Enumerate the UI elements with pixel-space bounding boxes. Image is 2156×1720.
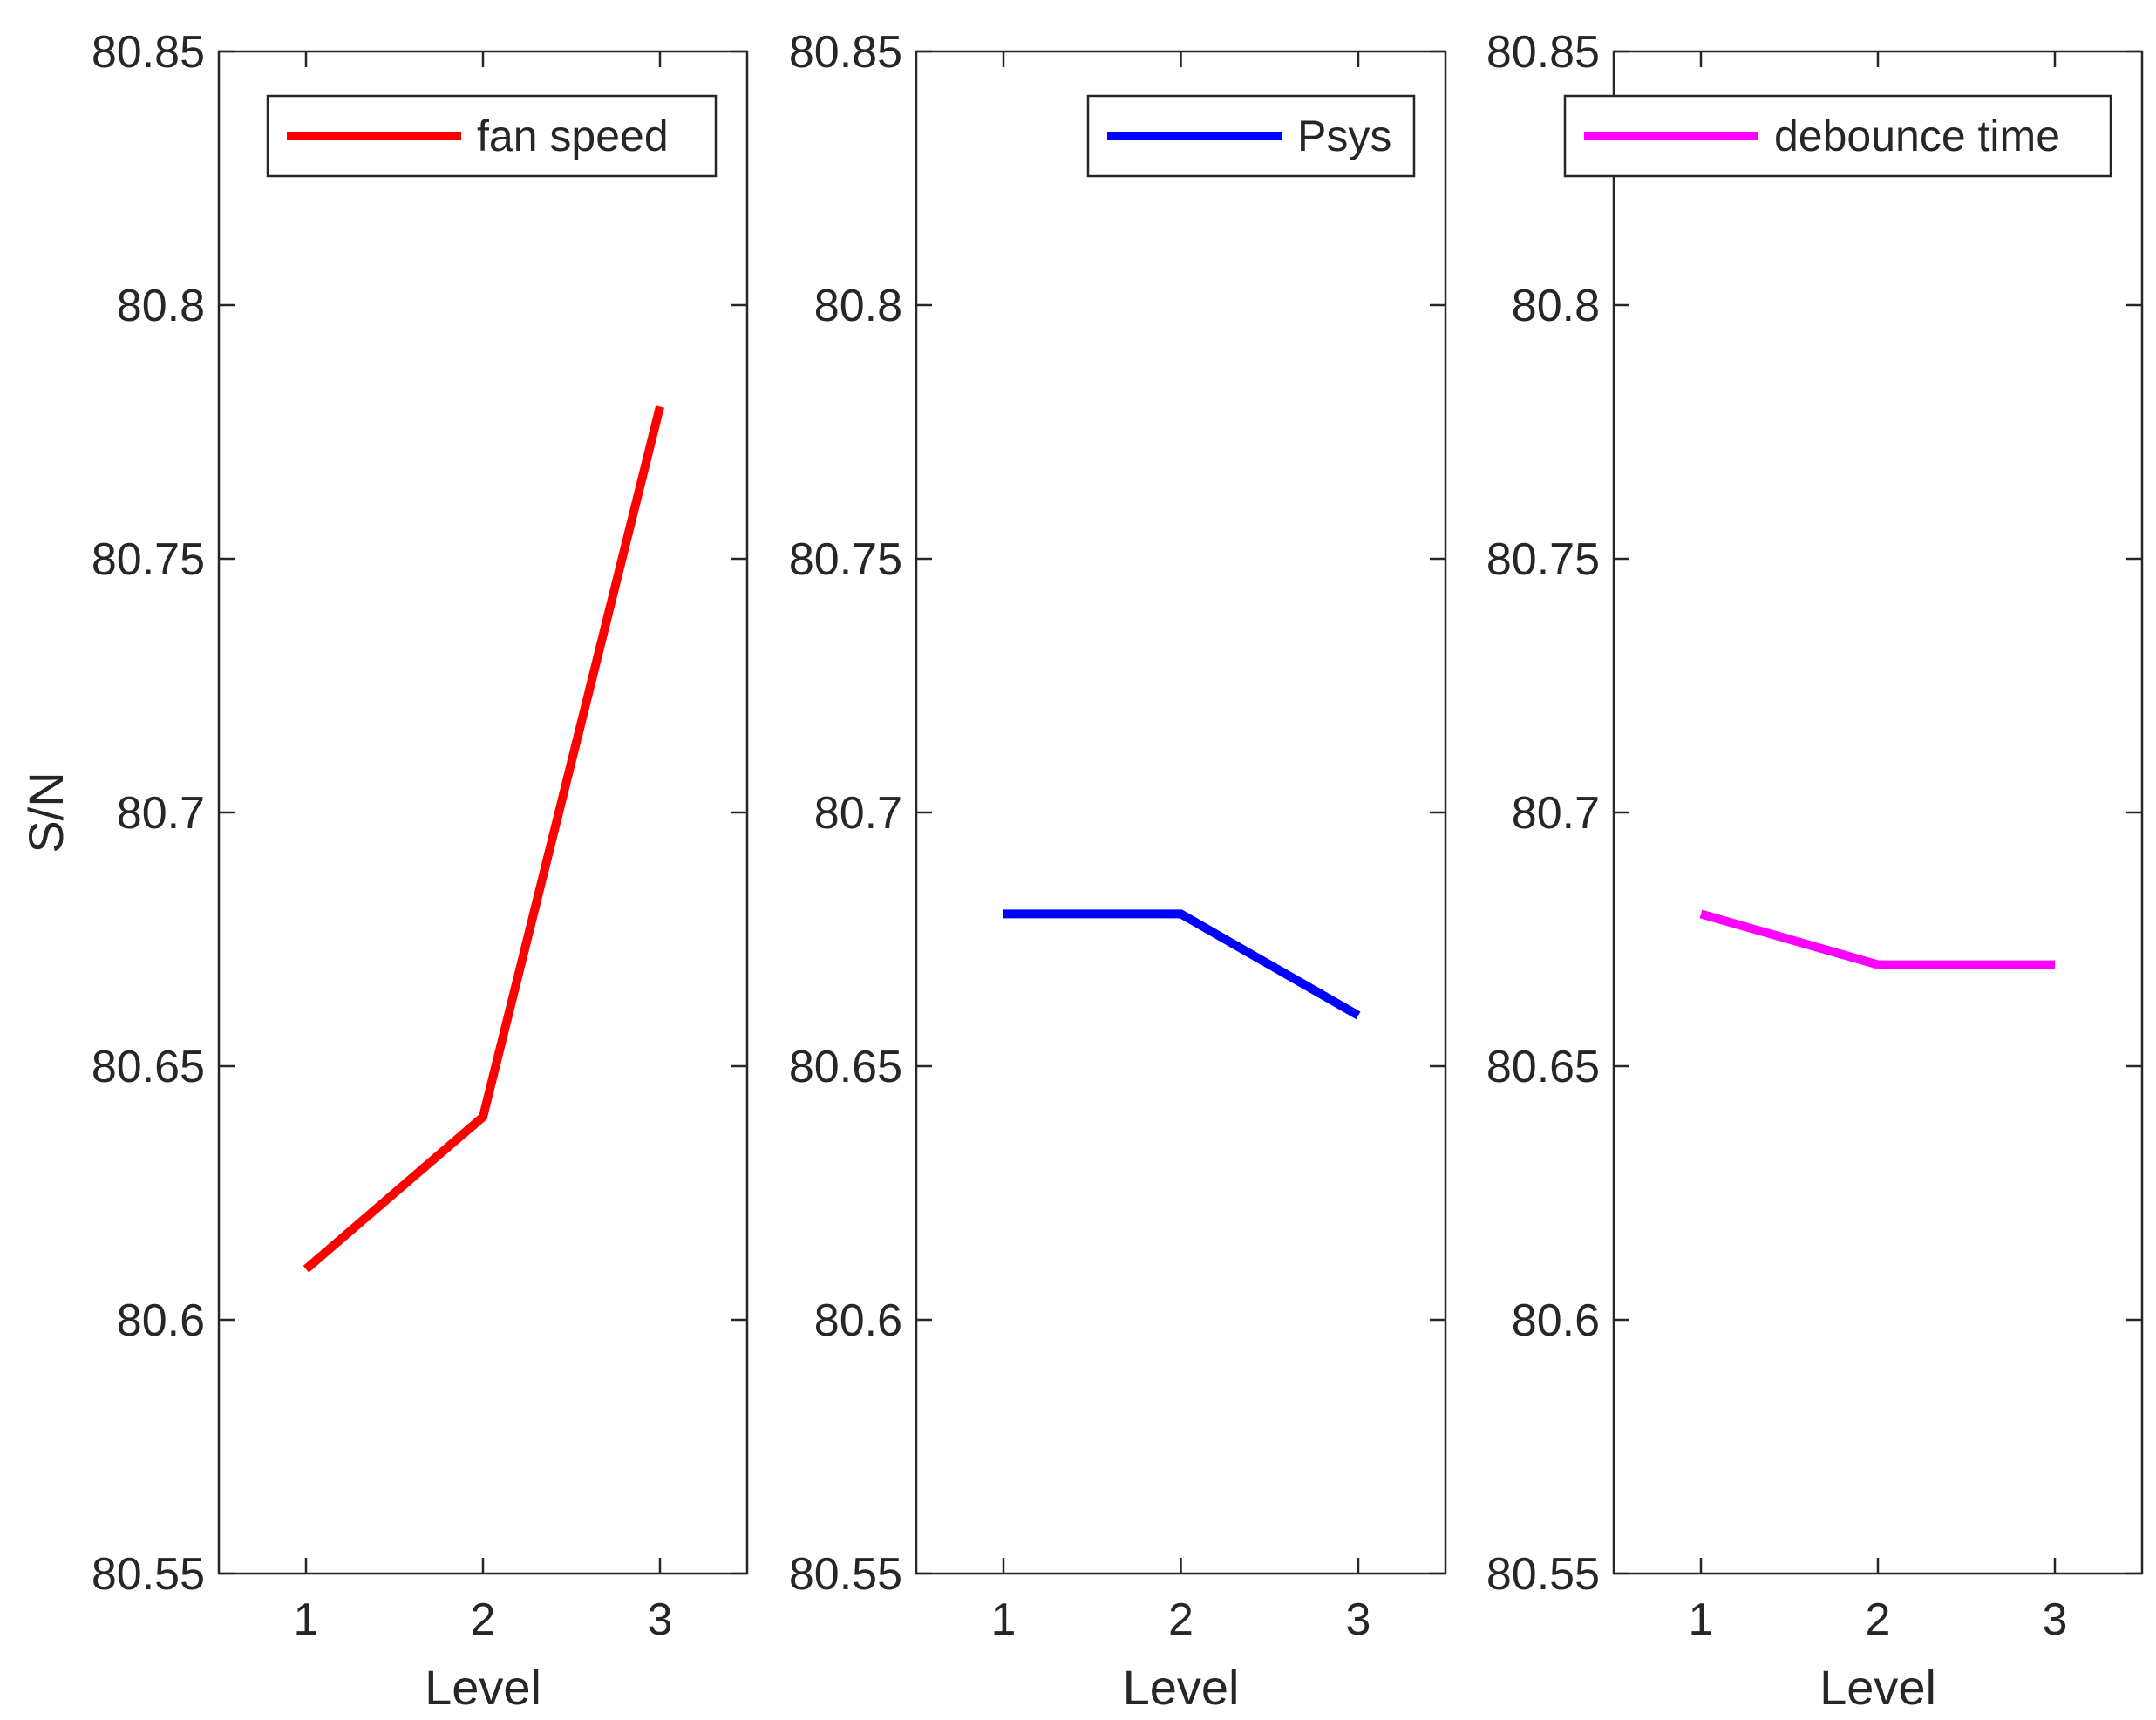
- legend: Psys: [1086, 94, 1416, 178]
- legend: debounce time: [1563, 94, 2112, 178]
- y-tick-label: 80.6: [814, 1295, 902, 1346]
- y-tick-label: 80.85: [789, 27, 902, 78]
- x-tick-label: 2: [471, 1594, 496, 1645]
- x-tick-label: 3: [648, 1594, 673, 1645]
- y-tick-label: 80.65: [92, 1042, 205, 1092]
- x-tick-label: 2: [1168, 1594, 1194, 1645]
- axes-box: [915, 50, 1447, 1575]
- chart-panel-3: 80.55 80.6 80.65 80.7 80.75 80.8 80.85 1 2 3 Level…: [1486, 27, 2144, 1715]
- y-tick-label: 80.8: [117, 281, 205, 331]
- legend-label: fan speed: [477, 112, 669, 160]
- axes-box: [1612, 50, 2144, 1575]
- y-axis-label: S/N: [18, 772, 73, 853]
- y-tick-label: 80.7: [1512, 788, 1600, 839]
- legend: fan speed: [266, 94, 718, 178]
- x-tick-label: 1: [991, 1594, 1017, 1645]
- series-line-debounce-time: [1699, 909, 2055, 969]
- y-tick-label: 80.75: [92, 534, 205, 585]
- y-tick-label: 80.65: [1486, 1042, 1600, 1092]
- y-tick-label: 80.85: [1486, 27, 1600, 78]
- x-tick-label: 3: [2043, 1594, 2068, 1645]
- legend-label: Psys: [1297, 112, 1391, 160]
- series-line-psys: [1003, 909, 1361, 1020]
- series-line-fan-speed: [303, 405, 664, 1273]
- y-tick-label: 80.75: [789, 534, 902, 585]
- y-tick-label: 80.75: [1486, 534, 1600, 585]
- y-tick-label: 80.55: [789, 1549, 902, 1600]
- y-tick-label: 80.85: [92, 27, 205, 78]
- y-tick-label: 80.55: [92, 1549, 205, 1600]
- x-tick-label: 1: [1689, 1594, 1714, 1645]
- legend-label: debounce time: [1774, 112, 2060, 160]
- y-tick-label: 80.6: [1512, 1295, 1600, 1346]
- y-tick-label: 80.65: [789, 1042, 902, 1092]
- chart-panel-1: 80.55 80.6 80.65 80.7 80.75 80.8 80.85 1 2 3 Level…: [18, 27, 749, 1715]
- x-tick-label: 1: [294, 1594, 319, 1645]
- x-tick-label: 3: [1346, 1594, 1371, 1645]
- x-tick-label: 2: [1866, 1594, 1891, 1645]
- y-tick-label: 80.8: [814, 281, 902, 331]
- y-tick-label: 80.7: [117, 788, 205, 839]
- y-tick-label: 80.7: [814, 788, 902, 839]
- y-tick-label: 80.8: [1512, 281, 1600, 331]
- y-tick-label: 80.6: [117, 1295, 205, 1346]
- axes-box: [217, 50, 749, 1575]
- chart-panel-2: 80.55 80.6 80.65 80.7 80.75 80.8 80.85 1 2 3 Level…: [789, 27, 1447, 1715]
- x-axis-label: Level: [1123, 1660, 1240, 1715]
- x-axis-label: Level: [425, 1660, 541, 1715]
- y-tick-label: 80.55: [1486, 1549, 1600, 1600]
- x-axis-label: Level: [1819, 1660, 1936, 1715]
